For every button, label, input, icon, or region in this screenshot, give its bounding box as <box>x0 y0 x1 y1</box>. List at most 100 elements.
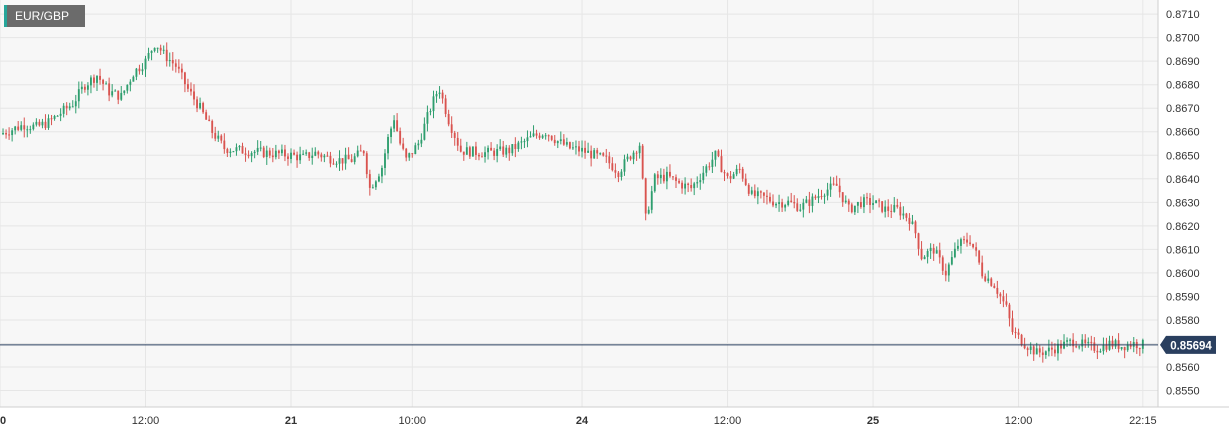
candle-body <box>790 200 793 202</box>
candle-body <box>93 77 95 83</box>
candle-body <box>744 178 747 185</box>
candle-body <box>565 142 568 145</box>
candle-body <box>402 143 405 149</box>
candle-body <box>187 84 189 89</box>
candle-body <box>872 203 874 205</box>
candle-body <box>672 176 674 178</box>
candle-body <box>123 90 126 93</box>
symbol-badge[interactable]: EUR/GBP <box>4 5 85 27</box>
candle-body <box>835 183 838 186</box>
candle-body <box>408 153 411 158</box>
candle-body <box>1084 339 1087 344</box>
candle-body <box>35 121 38 125</box>
candle-body <box>150 50 153 53</box>
candle-body <box>1075 346 1078 348</box>
candle-body <box>177 66 180 69</box>
candle-body <box>526 137 529 142</box>
candle-body <box>596 150 599 154</box>
candle-body <box>623 159 626 172</box>
candle-body <box>556 141 559 144</box>
candle-body <box>111 91 114 96</box>
candle-body <box>411 153 414 155</box>
candle-body <box>438 92 441 95</box>
candle-body <box>420 139 423 144</box>
y-tick-label: 0.8710 <box>1166 9 1200 21</box>
candle-body <box>144 58 147 70</box>
candle-body <box>284 149 286 157</box>
candle-body <box>732 174 735 179</box>
candle-body <box>117 90 120 100</box>
candle-body <box>669 171 671 177</box>
candle-body <box>168 60 171 62</box>
candle-body <box>11 130 14 136</box>
candle-body <box>808 199 811 206</box>
y-tick-label: 0.8700 <box>1166 33 1200 45</box>
candle-body <box>414 145 417 155</box>
candle-body <box>650 191 653 210</box>
candle-body <box>778 202 781 204</box>
candle-body <box>105 83 108 85</box>
candle-body <box>1038 348 1041 353</box>
candle-body <box>511 144 514 154</box>
candle-body <box>820 196 823 198</box>
candle-body <box>1044 351 1047 355</box>
candle-body <box>978 250 981 263</box>
candle-body <box>568 142 571 149</box>
candle-body <box>714 150 717 160</box>
candle-body <box>817 196 820 199</box>
candle-body <box>199 103 202 109</box>
candle-body <box>614 170 617 173</box>
candle-body <box>1081 339 1084 347</box>
candle-body <box>474 146 477 155</box>
candle-body <box>405 148 408 158</box>
candle-body <box>562 139 565 145</box>
candle-body <box>205 112 208 120</box>
candle-body <box>984 276 987 281</box>
candle-body <box>465 147 468 155</box>
candle-body <box>635 152 638 154</box>
candle-body <box>523 141 526 143</box>
candle-body <box>441 92 444 99</box>
candle-body <box>1011 318 1014 333</box>
candle-body <box>341 158 344 164</box>
candle-body <box>647 209 650 214</box>
candle-body <box>884 206 887 212</box>
candle-body <box>1105 344 1108 350</box>
candle-body <box>32 124 35 130</box>
y-tick-label: 0.8650 <box>1166 150 1200 162</box>
candle-body <box>781 202 784 208</box>
candle-body <box>914 221 917 234</box>
candle-body <box>799 209 802 211</box>
candle-body <box>960 239 962 246</box>
candle-body <box>559 139 562 142</box>
candle-body <box>762 192 765 196</box>
candle-body <box>550 135 553 140</box>
candle-body <box>229 151 232 153</box>
candle-body <box>981 262 984 277</box>
candle-body <box>38 121 41 126</box>
candle-body <box>1102 344 1105 352</box>
x-tick-label: 12:00 <box>132 415 160 427</box>
candle-body <box>86 85 89 90</box>
candle-body <box>950 257 953 265</box>
y-tick-label: 0.8590 <box>1166 291 1200 303</box>
candle-body <box>823 195 826 197</box>
candle-body <box>956 245 959 249</box>
candle-body <box>1141 339 1144 349</box>
y-tick-label: 0.8620 <box>1166 221 1200 233</box>
candle-body <box>308 152 311 158</box>
candle-body <box>599 153 602 155</box>
candle-body <box>217 135 220 139</box>
candle-body <box>856 202 859 206</box>
candle-body <box>1053 349 1056 354</box>
candle-body <box>156 47 159 49</box>
candle-body <box>478 154 480 157</box>
candle-body <box>135 68 138 77</box>
candles <box>2 42 1144 363</box>
candle-body <box>56 115 59 117</box>
candle-body <box>696 182 699 184</box>
candle-body <box>499 146 502 150</box>
candle-body <box>208 119 211 121</box>
candle-body <box>535 133 538 136</box>
